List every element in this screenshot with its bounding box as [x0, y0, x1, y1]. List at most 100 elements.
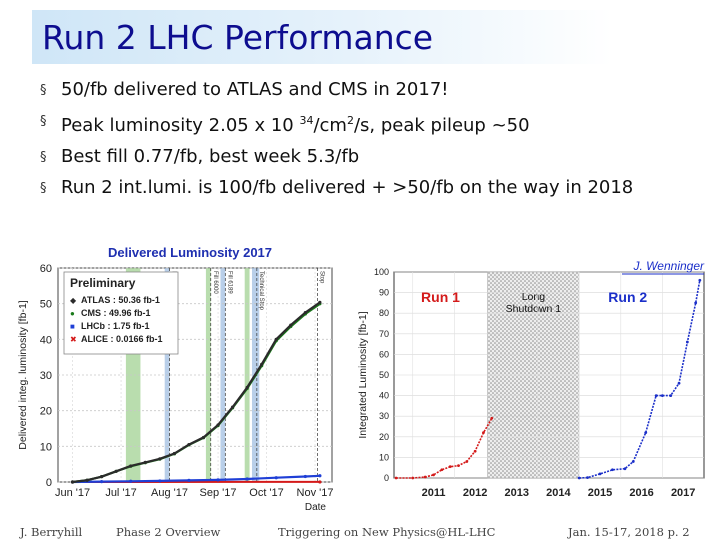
y-axis-label: Integrated Luminosity [fb-1] — [357, 311, 369, 438]
data-point — [677, 381, 681, 385]
y-axis-label: Delivered integ. luminosity [fb-1] — [17, 300, 29, 449]
series-line — [72, 474, 320, 484]
data-point — [274, 476, 278, 480]
annotation-label: Fill 6189 — [226, 271, 232, 294]
data-point — [631, 460, 635, 463]
bullet-text: 50/fb delivered to ATLAS and CMS in 2017… — [61, 79, 449, 100]
data-point — [158, 479, 162, 483]
slide-title: Run 2 LHC Performance — [42, 18, 434, 57]
x-tick-label: 2014 — [546, 487, 571, 499]
bullet-item: § Best fill 0.77/fb, best week 5.3/fb — [40, 147, 640, 167]
data-point — [586, 476, 589, 479]
y-tick-label: 60 — [40, 263, 52, 275]
data-point — [577, 476, 581, 480]
x-tick-label: Oct '17 — [249, 487, 284, 499]
y-tick-label: 70 — [379, 329, 389, 339]
data-point — [448, 465, 452, 469]
data-point — [318, 480, 322, 484]
annotation-label: Stop — [318, 271, 324, 284]
bullet-text-suffix: /s, peak pileup ~50 — [353, 115, 530, 136]
y-tick-label: 20 — [379, 432, 389, 442]
data-point — [129, 479, 133, 483]
legend-entry: ALICE : 0.0166 fb-1 — [81, 334, 163, 344]
series-label: Run 1 — [421, 289, 460, 305]
data-point — [172, 451, 176, 456]
x-tick-label: 2012 — [463, 487, 487, 499]
x-axis-label: Date — [305, 502, 327, 513]
data-point — [423, 475, 427, 479]
data-point — [216, 423, 220, 427]
x-tick-label: Nov '17 — [297, 487, 334, 499]
y-tick-label: 50 — [40, 299, 52, 311]
data-point — [411, 476, 415, 480]
data-point — [245, 477, 249, 481]
series-line — [579, 280, 701, 479]
bullet-mark: § — [40, 83, 47, 98]
data-point — [694, 301, 698, 305]
bullet-mark: § — [40, 150, 47, 165]
data-point — [85, 478, 89, 482]
y-tick-label: 40 — [379, 391, 389, 401]
data-point — [318, 474, 322, 478]
x-tick-label: 2011 — [422, 487, 446, 499]
shutdown-label: Shutdown 1 — [506, 303, 562, 315]
y-tick-label: 10 — [40, 441, 52, 453]
data-point — [201, 435, 206, 440]
data-point — [100, 475, 104, 479]
bullet-text: Run 2 int.lumi. is 100/fb delivered + >5… — [61, 177, 634, 198]
bullet-list: § 50/fb delivered to ATLAS and CMS in 20… — [40, 80, 640, 209]
bullet-mark: § — [40, 181, 47, 196]
x-tick-label: 2015 — [588, 487, 612, 499]
footer-date-page: Jan. 15-17, 2018 p. 2 — [568, 525, 690, 539]
y-tick-label: 30 — [40, 370, 52, 382]
data-point — [318, 300, 322, 304]
data-point — [187, 442, 191, 447]
data-point — [70, 480, 75, 484]
data-point — [230, 405, 235, 409]
data-point — [465, 460, 469, 463]
x-tick-label: 2013 — [505, 487, 529, 499]
y-tick-label: 0 — [384, 473, 389, 483]
data-point — [143, 460, 147, 464]
legend-title: Preliminary — [70, 276, 136, 290]
data-point — [245, 385, 249, 390]
data-point — [303, 310, 307, 315]
data-point — [482, 431, 485, 435]
data-point — [611, 468, 614, 472]
bullet-item: § Run 2 int.lumi. is 100/fb delivered + … — [40, 178, 640, 198]
legend-marker: ■ — [70, 322, 75, 331]
delivered-luminosity-chart: Delivered Luminosity 2017 0 10 20 30 40 50 60 Ju… — [17, 245, 334, 513]
data-point — [187, 478, 191, 482]
footer-event: Triggering on New Physics@HL-LHC — [278, 525, 496, 539]
footer: J. Berryhill Phase 2 Overview Triggering… — [0, 524, 720, 540]
legend-marker: ✖ — [70, 335, 77, 344]
x-tick-label: Jul '17 — [105, 487, 136, 499]
y-tick-label: 80 — [379, 308, 389, 318]
data-point — [158, 457, 162, 461]
legend-entry: LHCb : 1.75 fb-1 — [81, 321, 150, 331]
data-point — [698, 278, 702, 282]
data-point — [129, 464, 133, 468]
data-point — [598, 472, 602, 476]
data-point — [490, 416, 494, 420]
x-tick-label: 2017 — [671, 487, 695, 499]
bullet-text-unit: /cm — [313, 115, 347, 136]
x-tick-label: Jun '17 — [55, 487, 90, 499]
data-point — [473, 449, 477, 453]
legend-marker: ◆ — [70, 296, 77, 305]
x-tick-label: Sep '17 — [200, 487, 237, 499]
footer-author: J. Berryhill — [20, 525, 83, 539]
data-point — [289, 323, 293, 327]
shutdown-label: Long — [522, 291, 546, 303]
exponent: 2 — [346, 114, 354, 127]
exponent: 34 — [299, 114, 314, 127]
data-point — [260, 362, 264, 366]
series-line — [72, 301, 321, 484]
bullet-item: § 50/fb delivered to ATLAS and CMS in 20… — [40, 80, 640, 100]
chart-title: Delivered Luminosity 2017 — [108, 245, 272, 260]
data-point — [457, 464, 460, 468]
data-point — [623, 467, 627, 471]
data-point — [303, 474, 307, 479]
legend-entry: CMS : 49.96 fb-1 — [81, 308, 151, 318]
title-band — [32, 10, 612, 64]
